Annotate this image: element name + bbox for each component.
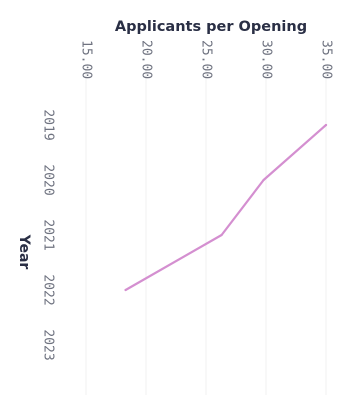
category-tick-2021: 2021 <box>41 219 56 250</box>
value-tick-15-00: 15.00 <box>79 40 94 79</box>
data-point-2019 <box>324 123 328 127</box>
grid-lines <box>85 70 327 395</box>
x-axis-label: Year <box>16 234 32 270</box>
category-tick-2022: 2022 <box>41 274 56 305</box>
value-tick-30-00: 30.00 <box>259 40 274 79</box>
value-tick-20-00: 20.00 <box>139 40 154 79</box>
value-tick-35-00: 35.00 <box>319 40 334 79</box>
category-axis-ticks: 2019 2020 2021 2022 2023 <box>41 109 56 360</box>
value-tick-25-00: 25.00 <box>199 40 214 79</box>
chart-title: Applicants per Opening <box>115 19 307 35</box>
series-layer <box>124 123 328 292</box>
value-axis-ticks: 15.00 20.00 25.00 30.00 35.00 <box>79 40 334 79</box>
category-tick-2020: 2020 <box>41 164 56 195</box>
data-point-2022 <box>124 288 127 292</box>
category-tick-2019: 2019 <box>41 109 56 140</box>
category-tick-2023: 2023 <box>41 329 56 360</box>
series-line-0 <box>124 123 328 292</box>
data-point-2021 <box>220 233 223 237</box>
data-point-2020 <box>262 178 265 182</box>
